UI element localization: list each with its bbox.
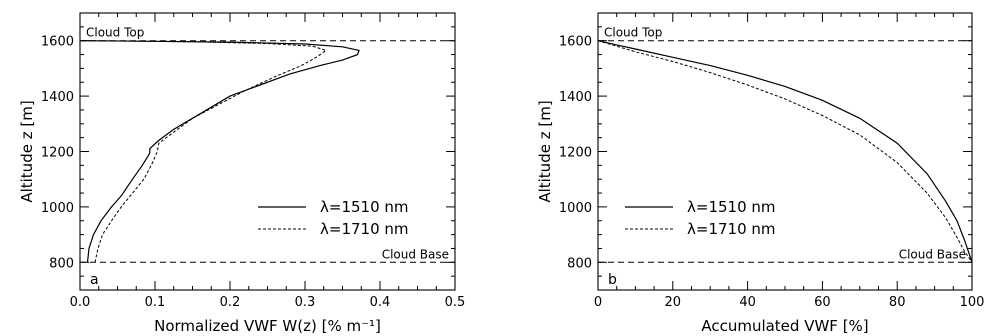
x-tick-label: 100: [960, 295, 985, 310]
y-tick-label: 1000: [559, 201, 592, 216]
y-tick-label: 1200: [41, 146, 74, 161]
y-tick-label: 1000: [41, 201, 74, 216]
x-tick-label: 0.5: [445, 295, 466, 310]
x-tick-label: 0.3: [295, 295, 316, 310]
x-tick-label: 0.2: [220, 295, 241, 310]
x-tick-label: 20: [665, 295, 682, 310]
legend-label: λ=1710 nm: [687, 220, 776, 238]
legend-label: λ=1510 nm: [320, 198, 409, 216]
x-tick-label: 0.0: [70, 295, 91, 310]
y-axis-label: Altitude z [m]: [536, 100, 554, 202]
legend-label: λ=1710 nm: [320, 220, 409, 238]
series-line: [79, 40, 360, 263]
y-tick-label: 1600: [41, 35, 74, 50]
x-tick-label: 40: [739, 295, 756, 310]
reference-line-label: Cloud Base: [899, 247, 966, 261]
reference-line-label: Cloud Top: [604, 26, 662, 40]
x-axis-label: Normalized VWF W(z) [% m⁻¹]: [154, 317, 381, 335]
panel-label: a: [90, 272, 99, 288]
x-tick-label: 80: [889, 295, 906, 310]
reference-line-label: Cloud Base: [382, 247, 449, 261]
series-line: [597, 40, 973, 263]
reference-line-label: Cloud Top: [86, 26, 144, 40]
x-tick-label: 0.1: [145, 295, 166, 310]
x-axis-label: Accumulated VWF [%]: [701, 317, 868, 335]
y-tick-label: 800: [49, 256, 74, 271]
y-tick-label: 1400: [559, 90, 592, 105]
y-tick-label: 1400: [41, 90, 74, 105]
series-line: [597, 40, 973, 263]
y-tick-label: 1200: [559, 146, 592, 161]
y-tick-label: 800: [567, 256, 592, 271]
chart-panel-a: 0.0 0.1 0.2 0.3 0.4 0.5 800 1000 1200 1400 1600 Clo…: [18, 12, 466, 335]
y-tick-label: 1600: [559, 35, 592, 50]
x-tick-label: 60: [814, 295, 831, 310]
chart-panel-b: 0 20 40 60 80 100 800 1000 1200 1400 1600 Cloud Top…: [536, 12, 985, 335]
x-tick-label: 0: [594, 295, 602, 310]
series-line: [79, 40, 328, 263]
y-axis-label: Altitude z [m]: [18, 100, 36, 202]
legend-label: λ=1510 nm: [687, 198, 776, 216]
panel-label: b: [608, 272, 617, 288]
x-tick-label: 0.4: [370, 295, 391, 310]
